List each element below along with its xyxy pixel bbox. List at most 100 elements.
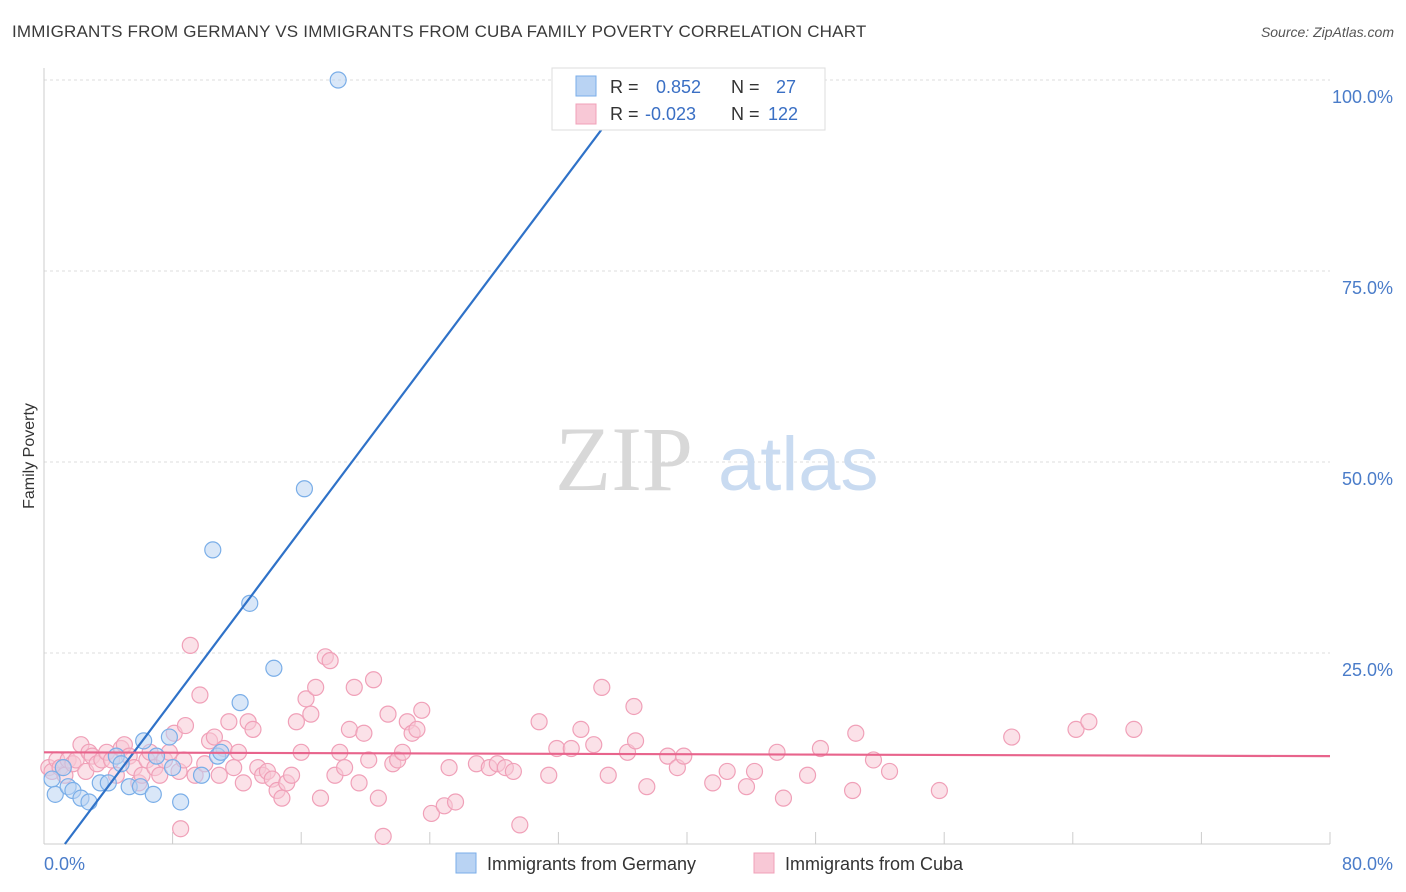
germany-point [172, 793, 190, 811]
cuba-point [704, 774, 722, 792]
legend-box: R = 0.852 N = 27 R = -0.023 N = 122 [551, 67, 826, 131]
y-tick-label: 50.0% [1342, 469, 1393, 489]
watermark-zip: ZIP [555, 408, 693, 510]
cuba-point [843, 781, 862, 800]
bottom-legend: Immigrants from Germany Immigrants from … [455, 852, 964, 874]
bottom-legend-germany-label: Immigrants from Germany [487, 854, 696, 874]
cuba-point [360, 751, 378, 769]
cuba-point [297, 690, 315, 708]
legend-cuba-n-label: N = [731, 104, 760, 124]
trendlines [43, 79, 1331, 845]
germany-point [147, 747, 166, 765]
x-tick-label-max: 80.0% [1342, 854, 1393, 874]
cuba-point [336, 758, 354, 777]
cuba-point [287, 713, 305, 731]
cuba-point [205, 728, 223, 746]
germany-point [329, 71, 347, 89]
cuba-point [408, 720, 426, 739]
cuba-point [737, 778, 756, 796]
legend-background [551, 67, 826, 131]
cuba-point [626, 732, 645, 750]
cuba-point [847, 724, 865, 742]
cuba-point [675, 747, 693, 765]
cuba-point [422, 804, 441, 823]
legend-cuba-r-label: R = [610, 104, 639, 124]
cuba-point [210, 766, 228, 784]
bottom-legend-swatch-germany [455, 852, 477, 874]
cuba-point [880, 762, 899, 781]
germany-point [265, 659, 283, 677]
legend-germany-n-value: 27 [776, 77, 796, 97]
germany-point [46, 785, 64, 803]
cuba-point [811, 739, 830, 758]
germany-point [131, 778, 150, 796]
cuba-point [1067, 720, 1085, 739]
legend-germany-n-label: N = [731, 77, 760, 97]
cuba-point [1125, 720, 1143, 739]
cuba-point [562, 739, 580, 758]
cuba-point [273, 789, 291, 807]
cuba-point [511, 816, 529, 834]
germany-point [192, 766, 211, 784]
cuba-point [585, 736, 603, 754]
cuba-point [340, 720, 359, 739]
cuba-point [220, 713, 238, 731]
cuba-point [1080, 713, 1098, 731]
germany-point [144, 785, 162, 803]
germany-point [231, 694, 249, 712]
bottom-legend-cuba-label: Immigrants from Cuba [785, 854, 964, 874]
germany-point [99, 774, 117, 792]
cuba-point [302, 705, 320, 723]
cuba-point [1003, 728, 1021, 746]
cuba-point [345, 678, 363, 696]
germany-point [241, 594, 259, 612]
legend-cuba-r-value: -0.023 [645, 104, 696, 124]
source-label: Source: ZipAtlas.com [1260, 24, 1394, 40]
cuba-point [718, 762, 736, 781]
trendline-cuba [43, 751, 1331, 758]
cuba-point [311, 789, 330, 807]
cuba-point [364, 671, 383, 689]
cuba-point [379, 705, 397, 723]
germany-point [112, 755, 130, 773]
cuba-point [350, 774, 368, 792]
series-cuba-points [40, 636, 1143, 845]
germany-point [295, 480, 314, 498]
cuba-point [191, 686, 209, 704]
legend-swatch-cuba [575, 103, 597, 125]
cuba-point [625, 697, 643, 716]
cuba-point [181, 636, 199, 654]
cuba-point [225, 758, 243, 777]
cuba-point [446, 793, 465, 811]
legend-germany-r-label: R = [610, 77, 639, 97]
cuba-point [798, 766, 817, 784]
cuba-point [244, 720, 262, 739]
watermark-atlas: atlas [718, 422, 879, 507]
x-tick-marks [43, 832, 1331, 844]
y-axis-label: Family Poverty [21, 403, 38, 509]
cuba-point [374, 827, 392, 845]
cuba-point [282, 766, 301, 784]
y-tick-label: 25.0% [1342, 660, 1393, 680]
legend-germany-r-value: 0.852 [656, 77, 701, 97]
cuba-point [151, 766, 169, 784]
x-tick-label-min: 0.0% [44, 854, 85, 874]
cuba-point [321, 652, 339, 670]
cuba-point [234, 774, 252, 792]
germany-point [80, 793, 98, 811]
cuba-point [176, 716, 195, 735]
y-tick-label: 100.0% [1332, 87, 1393, 107]
cuba-point [504, 762, 522, 781]
cuba-point [745, 762, 764, 781]
cuba-point [413, 701, 431, 719]
cuba-point [593, 678, 611, 696]
germany-point [204, 541, 222, 559]
germany-point [54, 758, 72, 777]
cuba-point [355, 724, 373, 742]
cuba-point [172, 820, 190, 838]
trendline-germany [64, 79, 640, 845]
chart-title: IMMIGRANTS FROM GERMANY VS IMMIGRANTS FR… [12, 22, 867, 41]
cuba-point [638, 778, 656, 796]
legend-cuba-n-value: 122 [768, 104, 798, 124]
